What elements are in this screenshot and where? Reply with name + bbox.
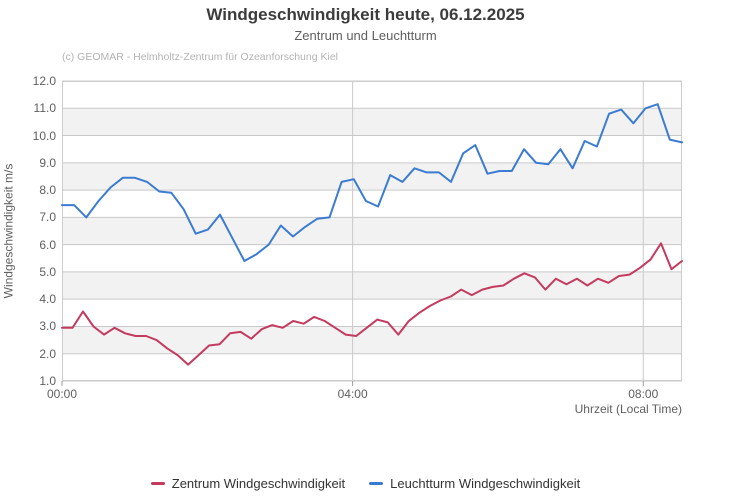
plot-band: [62, 217, 682, 245]
zentrum-series-marker-icon: [150, 482, 165, 485]
legend-label-leuchtturm: Leuchtturm Windgeschwindigkeit: [390, 476, 581, 491]
plot-container: [61, 80, 683, 386]
chart-title: Windgeschwindigkeit heute, 06.12.2025: [206, 5, 525, 24]
legend-label-zentrum: Zentrum Windgeschwindigkeit: [171, 476, 346, 491]
legend-item-zentrum[interactable]: Zentrum Windgeschwindigkeit: [150, 476, 346, 491]
y-axis-title: Windgeschwindigkeit m/s: [1, 163, 15, 299]
legend: Zentrum Windgeschwindigkeit Leuchtturm W…: [0, 476, 731, 491]
y-tick-label: 8.0: [39, 183, 56, 198]
x-tick-label: 00:00: [46, 387, 78, 401]
y-tick-label: 4.0: [39, 292, 56, 307]
credits-text: (c) GEOMAR - Helmholtz-Zentrum für Ozean…: [62, 51, 338, 63]
y-tick-label: 12.0: [32, 74, 56, 88]
plot-band: [62, 162, 682, 191]
plot-band: [62, 108, 682, 136]
y-tick-label: 11.0: [33, 101, 56, 116]
y-tick-label: 2.0: [39, 346, 56, 361]
plot-band: [62, 326, 682, 354]
series-line-zentrum: [61, 242, 683, 366]
chart-subtitle: Zentrum und Leuchtturm: [294, 28, 437, 43]
plot-border: [62, 81, 682, 381]
y-tick-label: 10.0: [32, 128, 56, 143]
y-tick-label: 6.0: [39, 237, 56, 252]
y-tick-label: 9.0: [39, 155, 56, 170]
x-tick-label: 04:00: [337, 387, 368, 401]
x-axis-title: Uhrzeit (Local Time): [574, 402, 682, 416]
x-tick-label: 08:00: [628, 387, 659, 401]
y-tick-label: 1.0: [39, 374, 56, 388]
legend-item-leuchtturm[interactable]: Leuchtturm Windgeschwindigkeit: [369, 476, 580, 491]
leuchtturm-series-marker-icon: [369, 482, 384, 485]
y-tick-label: 3.0: [39, 319, 56, 334]
y-tick-label: 5.0: [39, 264, 56, 279]
series-line-leuchtturm: [61, 103, 683, 262]
y-tick-label: 7.0: [39, 210, 56, 225]
plot-band: [62, 271, 682, 300]
plot-area: [61, 80, 683, 386]
